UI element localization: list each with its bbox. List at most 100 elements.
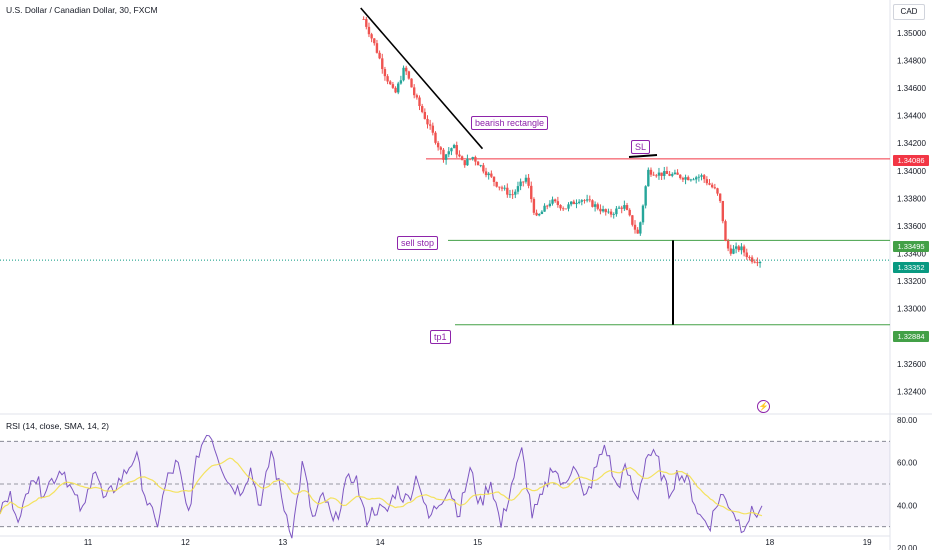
candle [625,202,629,211]
flash-icon[interactable]: ⚡ [757,400,770,413]
price-axis-tick-12: 1.32600 [897,360,926,369]
candle [426,115,429,129]
candle-body [724,221,727,242]
candle-body [492,176,496,182]
candle-body [695,177,698,180]
candle [676,169,679,175]
candle-body [612,214,615,215]
candle [495,181,498,188]
candle-body [426,118,429,125]
candle-body [625,205,629,210]
candle [697,174,701,182]
candle-body [508,194,512,196]
candle-body [655,175,658,177]
candle-body [556,201,560,206]
candle [742,244,746,257]
candle [386,74,389,85]
candle-body [535,212,538,216]
candle-body [615,208,618,215]
candle-body [405,67,408,72]
candle-body [561,208,565,210]
candle-body [434,132,437,143]
candle [503,185,506,191]
candle [684,174,687,185]
candle-body [548,203,552,207]
candle [450,147,453,156]
candle [663,166,666,180]
candle-body [436,142,440,148]
candle-body [702,175,706,180]
candle-body [676,172,679,175]
candle [546,204,549,210]
candle [758,260,762,268]
candle-body [732,248,735,254]
candle-body [468,158,472,160]
candle-body [718,193,722,201]
candle-body [588,199,591,201]
price-axis-tick-0: 1.35000 [897,29,926,38]
candle-body [415,95,419,98]
annotation-sl[interactable]: SL [631,140,651,154]
candle-body [532,199,536,213]
candle [679,174,682,180]
candle-body [737,246,740,251]
candle-body [593,204,597,207]
rsi-legend: RSI (14, close, SMA, 14, 2) [6,421,109,431]
candle-body [412,87,416,96]
candle [593,201,597,212]
annotation-tp1[interactable]: tp1 [430,330,451,344]
candle [620,205,623,214]
candle-body [652,174,655,176]
candle-body [514,191,517,195]
candle [420,103,424,114]
candle [482,162,485,174]
candle [628,208,631,217]
candle-body [644,186,647,206]
candle [708,179,711,186]
candle [729,244,732,256]
price-tag-current: 1.33352 [893,262,929,273]
rsi-axis-tick-3: 20.00 [897,544,918,550]
candle [716,187,719,196]
price-tag-tp1: 1.32884 [893,331,929,342]
candle-body [439,147,442,150]
candle [577,199,581,205]
candle [721,200,725,224]
candle-body [391,84,395,88]
candle [575,199,578,209]
candle-body [726,241,730,249]
candle [604,208,607,216]
candle [431,122,435,136]
candle [508,189,512,198]
annotation-sell-stop[interactable]: sell stop [397,236,439,250]
candle [705,176,709,186]
candle [591,199,594,208]
price-axis-tick-7: 1.33600 [897,222,926,231]
candle [535,209,538,217]
candle-body [553,199,557,202]
candle [687,175,690,181]
currency-selector[interactable]: CAD [893,4,925,20]
candle [718,193,722,203]
candle-body [463,160,466,166]
candle-body [705,179,709,184]
annotation-bearish-rectangle[interactable]: bearish rectangle [471,116,549,130]
candle [737,244,740,253]
candle-body [639,222,642,234]
candle-body [418,97,421,107]
candle [660,172,663,181]
candle [753,259,756,264]
candle [434,131,437,145]
candle-body [447,151,450,155]
candle-body [564,208,568,210]
candle [713,183,717,190]
candle [665,166,669,175]
trendline [360,7,484,150]
candle [639,221,642,236]
candle [567,202,570,212]
candle [548,200,552,208]
candle [641,204,645,225]
chart-title: U.S. Dollar / Canadian Dollar, 30, FXCM [6,5,158,15]
candle [636,227,639,234]
